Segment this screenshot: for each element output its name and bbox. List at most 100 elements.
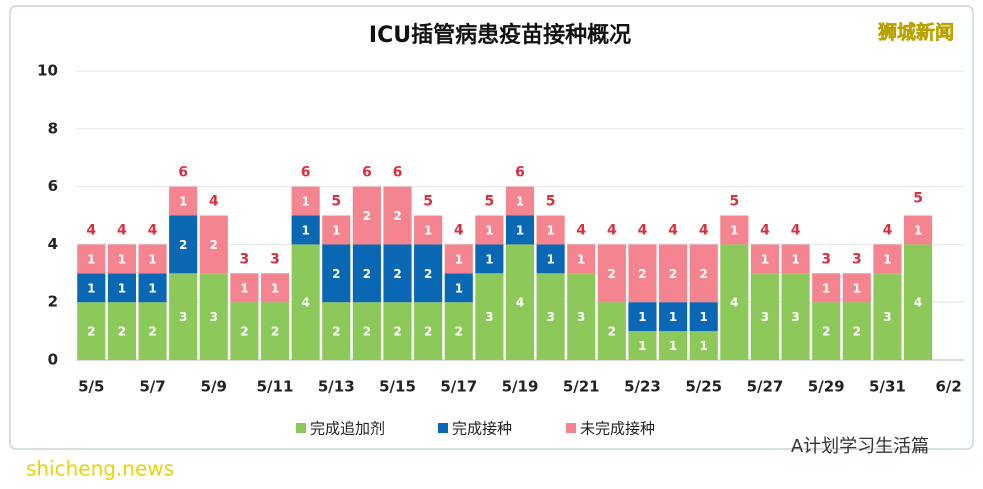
bar-segment [505,215,535,245]
bar-segment [444,273,473,303]
segment-label: 1 [669,310,677,324]
total-label: 6 [178,165,188,181]
segment-label: 2 [669,267,677,281]
segment-label: 4 [301,296,309,310]
segment-label: 2 [608,325,616,339]
bar-segment [352,244,381,303]
bar-segment [597,244,626,303]
y-tick-label: 6 [48,177,58,195]
total-label: 5 [913,191,923,207]
bar-segment [781,273,810,360]
total-label: 4 [883,222,893,238]
segment-label: 1 [485,223,493,237]
bar-segment [322,302,351,360]
x-tick-label: 5/9 [201,378,227,396]
segment-label: 2 [853,325,861,339]
legend-label: 完成接种 [452,420,512,438]
segment-label: 2 [271,325,279,339]
x-tick-label: 5/31 [869,378,906,396]
bar-segment [77,302,106,360]
segment-label: 3 [546,310,554,324]
segment-label: 2 [240,325,248,339]
legend-label: 未完成接种 [580,420,655,438]
total-label: 6 [393,165,403,181]
watermark: 狮城新闻 [878,21,954,44]
x-tick-label: 5/5 [78,378,104,396]
bar-segment [812,273,841,303]
bar-segment [444,244,473,274]
x-tick-label: 5/29 [808,378,845,396]
x-tick-label: 5/7 [139,378,165,396]
segment-label: 2 [424,267,432,281]
segment-label: 1 [424,223,432,237]
bar-segment [77,273,106,303]
x-tick-label: 5/25 [685,378,722,396]
bar-segment [383,244,412,303]
segment-label: 1 [179,195,187,209]
bar-segment [873,244,902,274]
bar-segment [567,244,596,274]
bar-segment [291,186,320,216]
segment-label: 2 [393,325,401,339]
bar-segment [475,273,504,360]
total-label: 4 [638,222,648,238]
total-label: 5 [331,194,341,210]
bar-segment [567,273,596,360]
y-tick-label: 10 [37,62,58,80]
segment-label: 1 [148,281,156,295]
y-tick-label: 2 [48,293,58,311]
segment-label: 3 [883,310,891,324]
total-label: 4 [454,222,464,238]
total-label: 5 [729,194,739,210]
segment-label: 1 [638,339,646,353]
bar-segment [107,273,136,303]
segment-label: 2 [393,267,401,281]
segment-label: 1 [148,252,156,266]
bar-segment [230,302,259,360]
segment-label: 2 [700,267,708,281]
bar-segment [414,215,443,245]
total-label: 4 [86,222,96,238]
total-label: 3 [240,251,250,267]
watermark: A计划学习生活篇 [791,436,929,457]
segment-label: 2 [608,267,616,281]
segment-label: 2 [424,325,432,339]
y-tick-label: 8 [48,119,58,137]
x-tick-label: 5/15 [379,378,416,396]
bar-segment [812,302,841,360]
segment-label: 3 [210,310,218,324]
bar-segment [904,244,933,360]
x-tick-label: 5/13 [318,378,355,396]
bar-segment [107,244,136,274]
bar-segment [138,244,167,274]
segment-label: 1 [669,339,677,353]
bar-segment [689,244,718,303]
bar-segment [628,331,657,360]
segment-label: 1 [301,223,309,237]
bar-segment [505,186,535,216]
segment-label: 1 [700,310,708,324]
segment-label: 2 [332,267,340,281]
total-label: 5 [423,194,433,210]
segment-label: 2 [87,325,95,339]
segment-label: 3 [761,310,769,324]
x-tick-label: 5/27 [747,378,784,396]
segment-label: 1 [853,281,861,295]
segment-label: 3 [179,310,187,324]
segment-label: 1 [546,223,554,237]
segment-label: 1 [455,252,463,266]
segment-label: 1 [332,223,340,237]
total-label: 4 [791,222,801,238]
bar-segment [352,186,381,245]
bar-segment [750,244,780,274]
segment-label: 1 [455,281,463,295]
bar-segment [414,302,443,360]
total-label: 6 [301,165,311,181]
segment-label: 1 [730,223,738,237]
segment-label: 4 [516,296,524,310]
bar-segment [199,273,228,360]
legend-swatch [438,423,448,433]
bar-segment [169,215,198,274]
bar-segment [659,244,688,303]
